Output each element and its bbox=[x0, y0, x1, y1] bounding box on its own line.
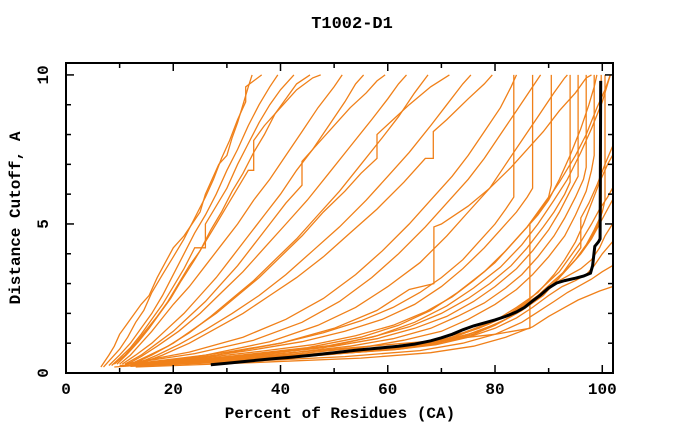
x-tick-label-80: 80 bbox=[485, 381, 504, 399]
x-tick-label-60: 60 bbox=[378, 381, 397, 399]
reference-curve bbox=[210, 80, 603, 367]
model-curve-36 bbox=[135, 285, 613, 368]
model-curve-11 bbox=[130, 74, 429, 365]
model-curve-6 bbox=[116, 74, 321, 365]
chart-title: T1002-D1 bbox=[311, 15, 393, 34]
y-tick-label-5: 5 bbox=[35, 219, 53, 229]
model-curve-19 bbox=[141, 74, 611, 365]
model-curve-34 bbox=[130, 199, 613, 367]
model-curve-26 bbox=[141, 74, 579, 365]
model-curve-10 bbox=[127, 74, 407, 365]
model-curve-23 bbox=[135, 74, 534, 366]
plot-frame bbox=[65, 62, 614, 374]
model-curves-group bbox=[100, 74, 613, 368]
x-tick-label-0: 0 bbox=[61, 381, 71, 399]
tick-labels-group: 0 20 40 60 80 100 0 5 10 bbox=[35, 65, 617, 399]
model-curve-15 bbox=[124, 74, 518, 365]
model-curve-27 bbox=[146, 74, 587, 365]
model-curve-2 bbox=[103, 74, 263, 368]
model-curve-5 bbox=[113, 74, 311, 365]
model-curve-9 bbox=[124, 74, 386, 365]
model-curve-24 bbox=[135, 74, 552, 365]
model-curve-12 bbox=[132, 74, 450, 365]
model-curve-38 bbox=[135, 146, 613, 367]
reference-curve-group bbox=[210, 80, 603, 367]
model-curve-13 bbox=[135, 74, 472, 365]
model-curve-18 bbox=[135, 74, 592, 365]
model-curve-7 bbox=[119, 74, 343, 365]
model-curve-8 bbox=[121, 74, 365, 365]
y-tick-label-10: 10 bbox=[35, 65, 53, 84]
model-curve-1 bbox=[100, 74, 253, 368]
y-tick-label-0: 0 bbox=[35, 368, 53, 378]
model-curve-35 bbox=[130, 265, 613, 368]
y-axis-label: Distance Cutoff, A bbox=[7, 131, 25, 304]
x-tick-label-100: 100 bbox=[588, 381, 617, 399]
model-curve-21 bbox=[124, 74, 515, 367]
x-tick-label-40: 40 bbox=[271, 381, 290, 399]
model-curve-3 bbox=[108, 74, 279, 366]
model-curve-4 bbox=[111, 74, 295, 366]
model-curve-14 bbox=[138, 74, 493, 365]
model-curve-17 bbox=[130, 74, 568, 365]
x-tick-label-20: 20 bbox=[164, 381, 183, 399]
x-axis-label: Percent of Residues (CA) bbox=[225, 405, 455, 423]
model-curve-25 bbox=[141, 74, 571, 365]
axes-group bbox=[65, 62, 614, 374]
model-curve-28 bbox=[146, 74, 595, 365]
model-curve-16 bbox=[124, 74, 542, 365]
